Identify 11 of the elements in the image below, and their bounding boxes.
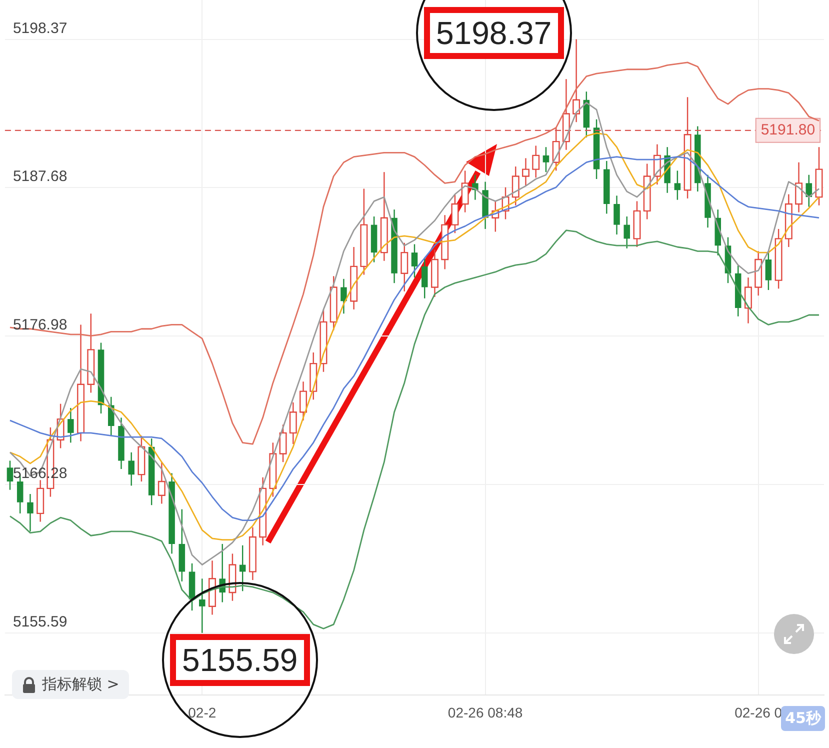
- text: 45秒: [781, 706, 825, 731]
- x-tick-label: 02-26 08:48: [448, 704, 523, 720]
- x-tick-label: 02-2: [188, 704, 216, 720]
- y-tick-label: 5187.68: [12, 168, 68, 186]
- annotation: 指标解锁 >: [42, 675, 120, 694]
- y-tick-label: 5176.98: [12, 316, 68, 334]
- annotation: 5155.59: [170, 634, 310, 686]
- ref-line-label: 5191.80: [760, 122, 816, 139]
- y-tick-label: 5155.59: [12, 614, 68, 631]
- annotation: 5198.37: [424, 7, 564, 59]
- y-tick-label: 5198.37: [12, 20, 68, 37]
